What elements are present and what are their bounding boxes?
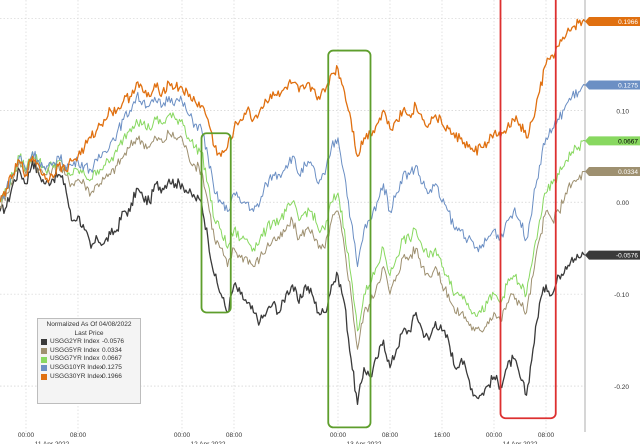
- x-tick-label: 00:00: [18, 432, 35, 439]
- legend-series-name: USGG2YR Index: [50, 338, 100, 346]
- legend: Normalized As Of 04/08/2022 Last Price U…: [37, 318, 141, 404]
- y-tick-label: -0.20: [614, 384, 629, 391]
- y-tick-label: -0.10: [614, 292, 629, 299]
- value-tags: -0.0576 0.0334 0.0667 0.1275 0.1966: [585, 17, 640, 260]
- legend-series-value: 0.0334: [102, 346, 122, 354]
- x-date-label: 13 Apr 2022: [346, 441, 381, 444]
- value-tag: 0.1966: [585, 17, 640, 27]
- legend-series-value: 0.1275: [102, 363, 122, 371]
- series-lines: [0, 18, 586, 406]
- series-line-usgg5yr-index: [0, 129, 585, 350]
- y-tick-label: 0.10: [616, 108, 629, 115]
- series-line-usgg10yr-index: [0, 83, 586, 268]
- x-tick-label: 00:00: [330, 432, 347, 439]
- highlight-box: [499, 0, 557, 420]
- legend-title: Normalized As Of 04/08/2022: [46, 321, 132, 328]
- value-tag-label: 0.0667: [618, 138, 638, 145]
- legend-series-value: -0.0576: [102, 338, 125, 346]
- value-tag: 0.0334: [585, 167, 640, 177]
- legend-series-value: 0.1966: [102, 372, 122, 380]
- series-line-usgg30yr-index: [0, 18, 586, 203]
- legend-entry: USGG2YR Index -0.0576: [41, 338, 137, 347]
- value-tag-label: -0.0576: [616, 253, 638, 260]
- x-tick-label: 08:00: [382, 432, 399, 439]
- legend-series-name: USGG5YR Index: [50, 346, 100, 354]
- value-tag-label: 0.0334: [618, 169, 638, 176]
- x-tick-label: 08:00: [226, 432, 243, 439]
- legend-series-name: USGG30YR Index: [50, 372, 104, 380]
- value-tag-bg: [585, 250, 640, 260]
- legend-swatch: [41, 356, 47, 363]
- legend-entry: USGG30YR Index 0.1966: [41, 373, 137, 382]
- value-tag-bg: [585, 167, 640, 177]
- x-tick-label: 08:00: [70, 432, 87, 439]
- value-tag-label: 0.1966: [618, 19, 638, 26]
- legend-series-value: 0.0667: [102, 355, 122, 363]
- legend-swatch: [41, 373, 47, 380]
- legend-swatch: [41, 365, 47, 372]
- highlight-box: [327, 49, 372, 429]
- x-date-label: 12 Apr 2022: [190, 441, 225, 444]
- highlight-box: [200, 132, 232, 314]
- y-axis: 0.10 0.00 -0.10 -0.20: [584, 0, 629, 432]
- x-tick-label: 00:00: [486, 432, 503, 439]
- value-tag: 0.1275: [585, 80, 640, 90]
- value-tag: 0.0667: [585, 136, 640, 146]
- x-tick-label: 08:00: [538, 432, 555, 439]
- value-tag-bg: [585, 80, 640, 90]
- highlight-boxes: [200, 0, 557, 429]
- value-tag-label: 0.1275: [618, 82, 638, 89]
- series-line-usgg2yr-index: [0, 160, 586, 406]
- legend-series-name: USGG7YR Index: [50, 355, 100, 363]
- x-tick-label: 16:00: [434, 432, 451, 439]
- value-tag: -0.0576: [585, 250, 640, 260]
- legend-swatch: [41, 348, 47, 355]
- legend-swatch: [41, 339, 47, 346]
- value-tag-bg: [585, 17, 640, 27]
- x-axis: 00:00 08:00 00:00 08:00 00:00 08:00 16:00 00:00…: [18, 432, 555, 444]
- x-tick-label: 00:00: [174, 432, 191, 439]
- legend-entries: USGG2YR Index -0.0576 USGG5YR Index 0.0334 U…: [41, 338, 137, 381]
- series-line-usgg7yr-index: [0, 112, 586, 332]
- legend-subtitle: Last Price: [74, 329, 104, 337]
- y-tick-label: 0.00: [616, 200, 629, 207]
- legend-series-name: USGG10YR Index: [50, 363, 104, 371]
- legend-entry: USGG7YR Index 0.0667: [41, 355, 137, 364]
- x-date-label: 14 Apr 2022: [502, 441, 537, 444]
- value-tag-bg: [585, 136, 640, 146]
- legend-entry: USGG10YR Index 0.1275: [41, 364, 137, 373]
- legend-entry: USGG5YR Index 0.0334: [41, 347, 137, 356]
- x-date-label: 11 Apr 2022: [35, 441, 70, 444]
